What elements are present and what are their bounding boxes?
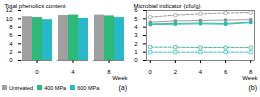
svg-text:5: 5 <box>134 16 138 22</box>
html-text:400 MPa: 400 MPa <box>44 84 67 91</box>
svg-text:Week: Week <box>112 75 128 81</box>
svg-text:2: 2 <box>9 49 13 55</box>
svg-text:8: 8 <box>9 24 13 30</box>
html-text:Untreated: Untreated <box>9 84 34 91</box>
svg-text:2: 2 <box>174 69 178 75</box>
svg-text:1: 1 <box>134 49 138 55</box>
svg-text:6: 6 <box>134 7 138 14</box>
svg-text:10: 10 <box>6 16 13 22</box>
html-text:600 MPa: 600 MPa <box>77 84 100 91</box>
svg-text:12: 12 <box>5 7 13 14</box>
svg-text:2: 2 <box>134 41 138 47</box>
svg-text:0: 0 <box>35 69 39 75</box>
svg-text:0: 0 <box>134 57 138 63</box>
svg-text:6: 6 <box>224 69 228 75</box>
svg-text:6: 6 <box>9 32 13 38</box>
html-text:(b): (b) <box>248 84 257 91</box>
svg-text:Week: Week <box>242 75 258 81</box>
html-text:(a): (a) <box>118 84 127 91</box>
svg-text:4: 4 <box>134 24 138 30</box>
svg-text:4: 4 <box>71 69 75 75</box>
svg-text:0: 0 <box>9 57 13 63</box>
svg-text:Total phenolics content: Total phenolics content <box>5 3 66 9</box>
svg-text:4: 4 <box>9 41 13 47</box>
svg-text:3: 3 <box>134 32 138 38</box>
svg-text:8: 8 <box>107 69 111 75</box>
svg-text:Microbial indicator (cfu/g): Microbial indicator (cfu/g) <box>134 3 201 9</box>
svg-text:8: 8 <box>249 68 253 75</box>
svg-text:4: 4 <box>199 69 203 75</box>
svg-text:0: 0 <box>149 69 153 75</box>
